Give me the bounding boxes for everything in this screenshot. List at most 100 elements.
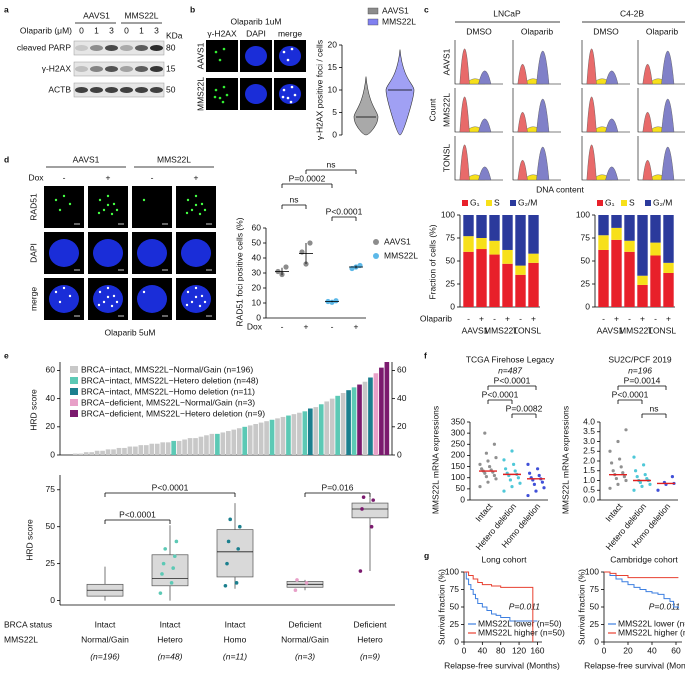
row-value: Hetero (357, 634, 383, 644)
focus (214, 88, 218, 92)
band-label: ACTB (48, 84, 71, 94)
bar (275, 418, 280, 455)
bar (72, 453, 78, 455)
bar (215, 433, 220, 455)
y-tick-label: 1.5 (583, 465, 595, 475)
row-name: BRCA status (4, 619, 52, 629)
data-point (608, 486, 612, 490)
bar (89, 452, 94, 455)
sign-label: + (614, 313, 619, 323)
axis-title: MMS22L mRNA expressions (430, 406, 440, 514)
row-value: Intact (160, 619, 181, 629)
axis-title: RAD51 foci positive cells (%) (234, 217, 244, 326)
channel-label: merge (278, 28, 302, 38)
data-point (526, 462, 530, 466)
focus (110, 304, 114, 308)
bar (335, 395, 340, 455)
legend-label: MMS22L lower (n=50) (478, 618, 562, 628)
y-tick-label: 2.0 (583, 455, 595, 465)
legend-swatch (70, 399, 78, 406)
legend-label: S (629, 197, 635, 207)
size-label: 80 (166, 42, 176, 52)
histogram-peak (478, 118, 492, 133)
legend-label: S (494, 197, 500, 207)
focus (289, 100, 293, 104)
data-point (508, 478, 512, 482)
group-label: MMS22L (619, 325, 653, 335)
row-value: Homo (224, 634, 247, 644)
bar (78, 453, 84, 455)
x-tick-label: 60 (671, 645, 681, 655)
data-point (492, 473, 496, 478)
blot-band (105, 87, 118, 93)
data-point (238, 524, 242, 529)
bar (176, 440, 182, 455)
data-point (163, 547, 167, 551)
legend-label: BRCA−intact, MMS22L−Homo deletion (n=11) (81, 386, 255, 396)
bar-segment (611, 227, 622, 240)
band-label: cleaved PARP (17, 42, 72, 52)
bar-segment (611, 215, 622, 228)
focus (214, 50, 218, 54)
channel-label: γ-H2AX (207, 28, 237, 38)
bar (291, 414, 297, 455)
blot-band (135, 87, 148, 93)
cell-line: C4-2B (620, 8, 644, 18)
focus (225, 93, 229, 97)
y-tick-label: 30 (252, 267, 262, 277)
p-value: P<0.0001 (152, 482, 189, 492)
sign-label: + (106, 172, 111, 182)
n-label: (n=11) (223, 651, 247, 661)
group-label: TONSL (513, 325, 541, 335)
focus (142, 290, 146, 294)
histogram-peak (478, 166, 492, 181)
data-point (618, 457, 622, 461)
y-tick-label: 50 (446, 255, 456, 265)
focus (62, 286, 66, 290)
nucleus (49, 239, 79, 267)
row-label: DAPI (28, 243, 38, 263)
data-point (532, 482, 537, 486)
n-label: n=196 (628, 365, 652, 375)
bar (302, 411, 308, 455)
bar-segment (476, 249, 487, 307)
blot-band (105, 66, 118, 72)
histogram-peak (459, 144, 470, 181)
data-point (226, 539, 231, 544)
legend-label: G₂/M (653, 197, 672, 207)
data-point (160, 572, 164, 576)
legend-label: BRCA−intact, MMS22L−Normal/Gain (n=196) (81, 364, 253, 374)
histogram-peak (586, 48, 597, 85)
row-value: Deficient (353, 619, 387, 629)
condition-label: Olaparib (646, 26, 678, 36)
micrograph (206, 40, 238, 72)
dose-label: 1 (139, 25, 144, 35)
data-point (670, 475, 675, 479)
panel-label: c (424, 4, 429, 14)
focus (290, 47, 294, 51)
bar (346, 390, 351, 455)
axis-title: Survival fraction (%) (436, 569, 446, 645)
bar (226, 431, 231, 455)
survival-curve (464, 571, 534, 642)
nucleus (245, 84, 267, 104)
data-point (642, 463, 646, 467)
blot-band (90, 66, 103, 72)
p-value: P<0.0001 (326, 206, 363, 216)
size-label: 15 (166, 63, 176, 73)
p-value: P=0.0082 (506, 403, 543, 413)
chart-title: SU2C/PCF 2019 (608, 354, 672, 364)
nucleus (137, 239, 167, 267)
group-label: TONSL (648, 325, 676, 335)
focus (58, 208, 62, 212)
focus (213, 95, 217, 99)
bar (209, 433, 215, 455)
focus (203, 208, 207, 212)
focus (286, 58, 290, 62)
histogram-peak (517, 160, 528, 181)
focus (286, 96, 290, 100)
nucleus (181, 285, 211, 313)
data-point (622, 475, 627, 479)
p-value: P=0.011 (649, 601, 681, 611)
